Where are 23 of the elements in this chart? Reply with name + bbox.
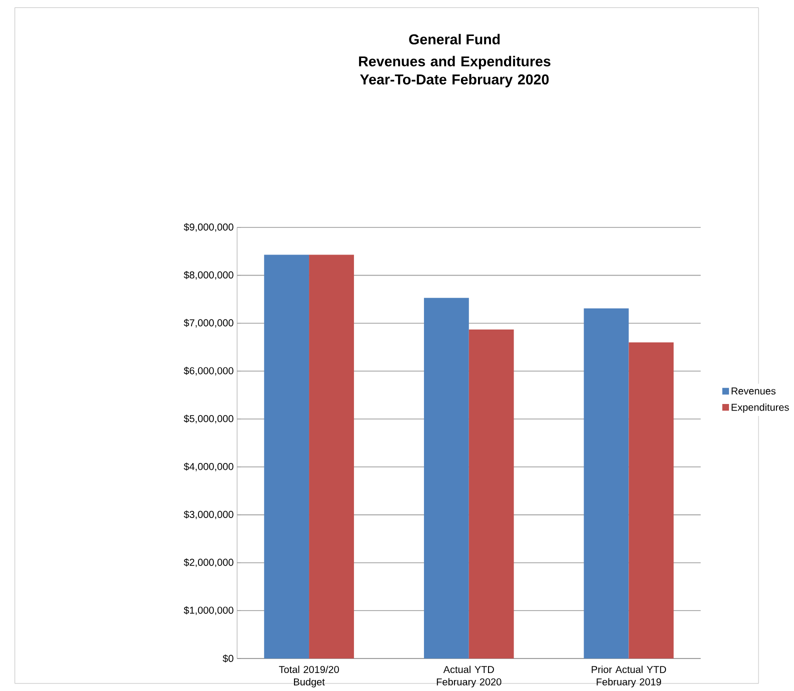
chart-title: General Fund xyxy=(409,34,500,44)
x-tick-label: Prior Actual YTD February 2019 xyxy=(592,666,666,688)
bar xyxy=(264,254,310,658)
y-tick-label: $8,000,000 xyxy=(184,270,234,280)
legend-label: Expenditures xyxy=(732,403,789,413)
y-tick-label: $9,000,000 xyxy=(184,223,234,232)
chart-subtitle: Revenues and Expenditures Year-To-Date February 2020 xyxy=(359,56,550,88)
y-tick-label: $1,000,000 xyxy=(184,606,234,615)
y-tick-label: $2,000,000 xyxy=(184,558,234,568)
x-tick-label: Total 2019/20 Budget xyxy=(278,666,339,688)
legend-label: Revenues xyxy=(732,388,776,394)
y-tick-label: $5,000,000 xyxy=(184,414,234,424)
bar xyxy=(628,342,674,658)
y-tick-label: $6,000,000 xyxy=(184,366,234,376)
bar xyxy=(424,298,469,658)
y-tick-label: $0 xyxy=(222,654,234,663)
y-tick-label: $4,000,000 xyxy=(184,462,234,472)
bar xyxy=(584,308,629,658)
bar xyxy=(468,329,514,658)
x-tick-label: Actual YTD February 2020 xyxy=(436,666,502,688)
y-tick-label: $7,000,000 xyxy=(184,318,234,328)
y-tick-label: $3,000,000 xyxy=(184,510,234,520)
bar xyxy=(309,254,354,658)
